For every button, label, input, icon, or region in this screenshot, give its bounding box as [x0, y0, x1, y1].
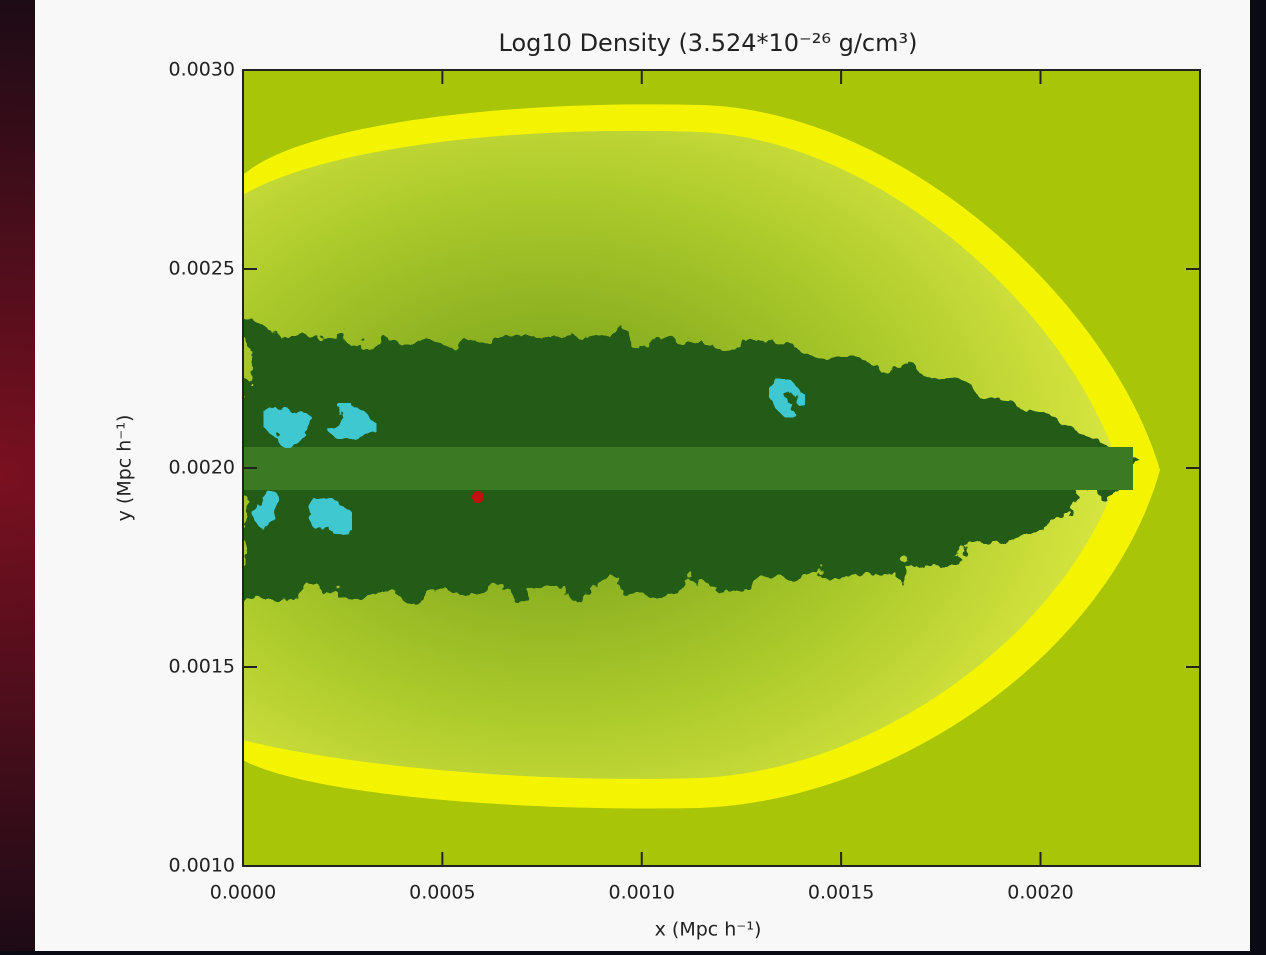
cyan-clump	[308, 497, 348, 533]
cyan-clump	[328, 407, 372, 443]
x-axis-label: x (Mpc h⁻¹)	[655, 919, 762, 941]
x-tick-label: 0.0020	[1007, 882, 1073, 904]
cyan-clump	[268, 405, 312, 445]
dense-knot	[472, 491, 484, 503]
y-tick-label: 0.0030	[169, 59, 235, 81]
y-tick-label: 0.0020	[169, 457, 235, 479]
cyan-clump	[252, 494, 288, 530]
x-tick-label: 0.0000	[210, 882, 276, 904]
chart-title: Log10 Density (3.524*10⁻²⁶ g/cm³)	[499, 29, 918, 57]
y-tick-label: 0.0025	[169, 258, 235, 280]
x-tick-label: 0.0015	[808, 882, 874, 904]
density-field	[243, 70, 1200, 866]
y-tick-label: 0.0015	[169, 656, 235, 678]
x-tick-label: 0.0005	[409, 882, 475, 904]
cyan-clump	[772, 382, 802, 414]
x-tick-label: 0.0010	[609, 882, 675, 904]
y-axis-label: y (Mpc h⁻¹)	[114, 415, 136, 522]
y-tick-label: 0.0010	[169, 855, 235, 877]
jet	[243, 447, 1133, 490]
